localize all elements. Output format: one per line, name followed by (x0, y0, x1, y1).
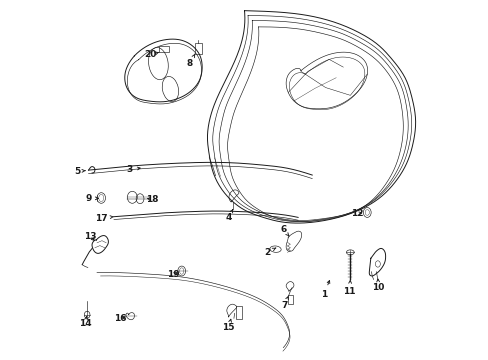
Text: 13: 13 (83, 232, 96, 241)
Text: 6: 6 (280, 225, 288, 236)
Text: 1: 1 (320, 280, 329, 299)
Bar (195, 43, 202, 54)
Text: 3: 3 (126, 165, 140, 174)
Text: 4: 4 (225, 210, 232, 221)
Bar (236, 306, 242, 319)
Text: 10: 10 (372, 279, 384, 292)
Text: 15: 15 (222, 319, 234, 332)
Text: 5: 5 (74, 167, 85, 176)
Text: 16: 16 (114, 314, 126, 323)
Text: 11: 11 (343, 280, 355, 296)
Bar (287, 295, 293, 304)
Text: 9: 9 (85, 194, 98, 203)
Text: 18: 18 (145, 195, 158, 204)
Bar (159, 46, 169, 52)
Text: 12: 12 (350, 209, 363, 218)
Text: 19: 19 (166, 270, 179, 279)
Text: 7: 7 (281, 297, 288, 310)
Text: 20: 20 (143, 50, 159, 59)
Text: 14: 14 (79, 316, 91, 328)
Text: 17: 17 (95, 213, 113, 222)
Text: 2: 2 (264, 248, 275, 257)
Text: 8: 8 (186, 54, 195, 68)
